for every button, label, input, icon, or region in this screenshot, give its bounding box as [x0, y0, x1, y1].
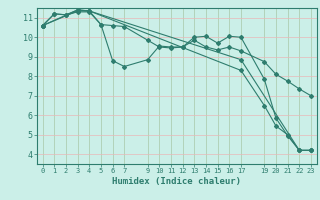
- X-axis label: Humidex (Indice chaleur): Humidex (Indice chaleur): [112, 177, 241, 186]
